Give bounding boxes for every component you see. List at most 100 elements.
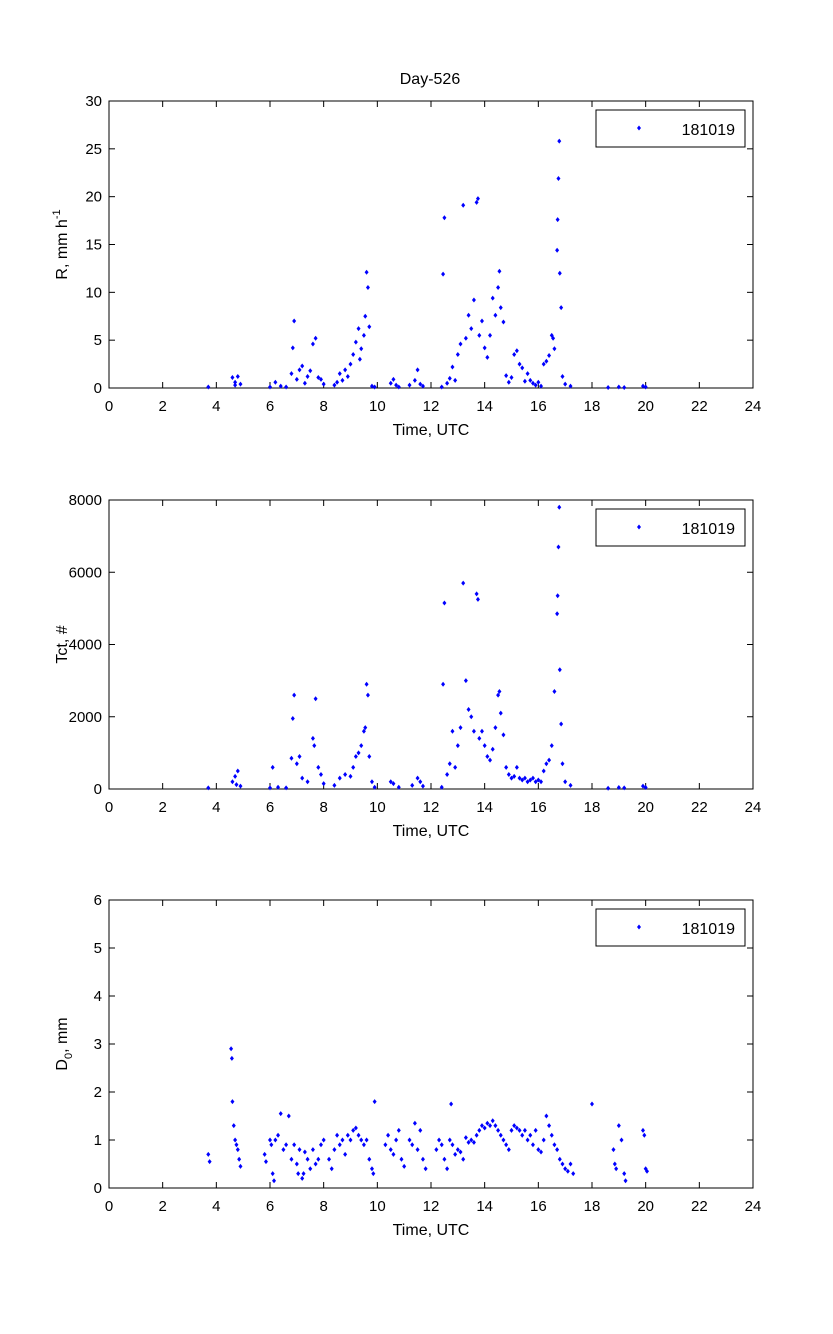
data-point <box>496 692 501 698</box>
x-axis-label: Time, UTC <box>393 422 470 439</box>
data-point <box>555 611 560 617</box>
data-point <box>439 384 444 390</box>
data-point <box>418 381 423 387</box>
x-tick-label: 8 <box>319 799 327 816</box>
data-point <box>544 761 549 767</box>
x-tick-label: 16 <box>530 398 547 415</box>
data-point <box>551 335 556 341</box>
x-tick-label: 24 <box>745 398 762 415</box>
data-point <box>359 743 364 749</box>
data-point <box>318 1142 323 1148</box>
data-point <box>640 1127 645 1133</box>
x-tick-label: 0 <box>105 398 113 415</box>
data-point <box>372 784 377 790</box>
data-point <box>549 743 554 749</box>
data-point <box>386 1132 391 1138</box>
x-tick-label: 12 <box>423 1198 440 1215</box>
x-tick-label: 18 <box>584 398 601 415</box>
data-point <box>512 1123 517 1129</box>
data-point <box>363 725 368 731</box>
data-point <box>606 385 611 391</box>
data-point <box>453 377 458 383</box>
x-tick-label: 14 <box>476 1198 493 1215</box>
y-tick-label: 4000 <box>69 637 102 654</box>
data-point <box>284 785 289 791</box>
data-point <box>321 381 326 387</box>
data-point <box>447 761 452 767</box>
data-point <box>466 1139 471 1145</box>
data-point <box>313 1161 318 1167</box>
data-point <box>522 378 527 384</box>
x-tick-label: 2 <box>158 1198 166 1215</box>
data-point <box>474 1132 479 1138</box>
data-point <box>555 593 560 599</box>
legend-label: 181019 <box>682 122 735 139</box>
data-point <box>234 1142 239 1148</box>
data-point <box>450 364 455 370</box>
y-axis-label-subscript: 0 <box>63 1053 75 1059</box>
data-point <box>345 374 350 380</box>
data-point <box>396 384 401 390</box>
y-axis-label-suffix: , mm <box>54 1017 71 1053</box>
data-point <box>348 1137 353 1143</box>
data-point <box>286 1113 291 1119</box>
data-point <box>300 1175 305 1181</box>
data-point <box>313 335 318 341</box>
x-tick-label: 14 <box>476 398 493 415</box>
data-point <box>235 374 240 380</box>
data-point <box>475 196 480 202</box>
data-point <box>292 692 297 698</box>
data-point <box>396 1127 401 1133</box>
data-point <box>359 346 364 352</box>
legend: 181019 <box>595 109 746 148</box>
data-point <box>308 1166 313 1172</box>
data-point <box>229 1046 234 1052</box>
data-point <box>437 1137 442 1143</box>
data-point <box>525 1137 530 1143</box>
data-point <box>544 1113 549 1119</box>
data-point <box>233 773 238 779</box>
data-point <box>442 215 447 221</box>
data-point <box>622 785 627 791</box>
data-point <box>463 1135 468 1141</box>
data-point <box>501 1137 506 1143</box>
data-point <box>453 764 458 770</box>
data-point <box>230 779 235 785</box>
data-point <box>269 1142 274 1148</box>
plot-area <box>108 899 754 1189</box>
data-point <box>310 1147 315 1153</box>
data-point <box>231 1123 236 1129</box>
data-point <box>343 772 348 778</box>
data-point <box>563 1166 568 1172</box>
data-point <box>420 383 425 389</box>
data-point <box>343 367 348 373</box>
data-point <box>557 138 562 144</box>
data-point <box>498 710 503 716</box>
data-point <box>296 1171 301 1177</box>
data-point <box>512 352 517 358</box>
legend-box <box>595 508 746 547</box>
data-point <box>353 339 358 345</box>
data-point <box>294 1161 299 1167</box>
y-axis-label: R, mm h-1 <box>51 209 71 279</box>
data-point <box>493 725 498 731</box>
data-point <box>442 600 447 606</box>
data-point <box>434 1147 439 1153</box>
data-point <box>365 692 370 698</box>
data-point <box>530 775 535 781</box>
data-point <box>514 348 519 354</box>
data-point <box>525 371 530 377</box>
series-181019 <box>206 138 648 391</box>
y-axis-label: D0, mm <box>54 1017 75 1070</box>
data-point <box>206 384 211 390</box>
data-point <box>235 1147 240 1153</box>
data-point <box>340 1137 345 1143</box>
y-tick-label: 25 <box>85 141 102 158</box>
data-point <box>235 768 240 774</box>
data-point <box>316 1156 321 1162</box>
data-point <box>497 268 502 274</box>
x-tick-label: 24 <box>745 1198 762 1215</box>
data-point <box>509 775 514 781</box>
data-point <box>418 1127 423 1133</box>
data-point <box>490 746 495 752</box>
